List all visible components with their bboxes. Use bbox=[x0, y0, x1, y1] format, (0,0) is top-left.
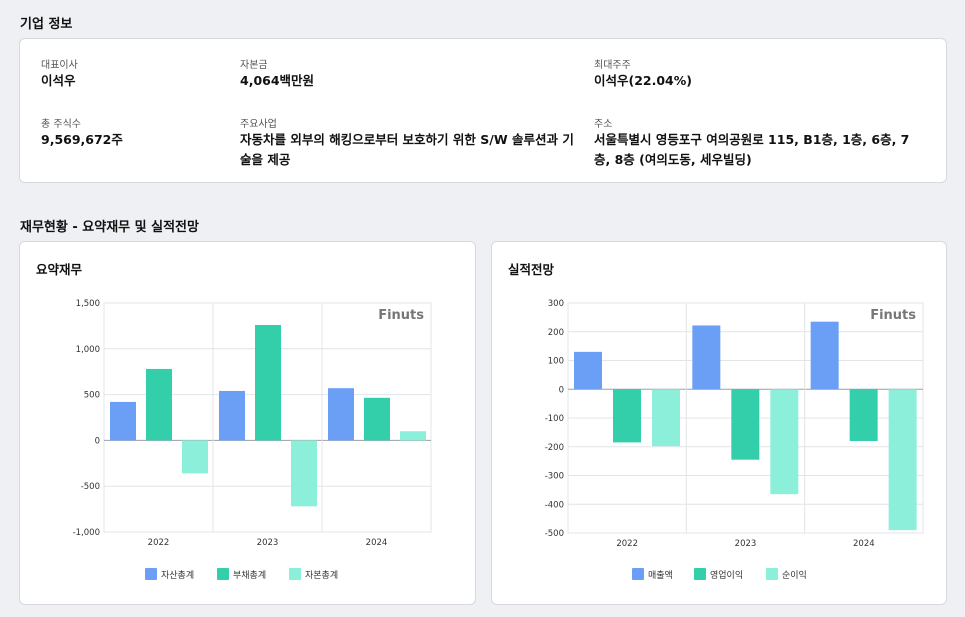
address-value: 서울특별시 영등포구 여의공원로 115, B1층, 1층, 6층, 7층, 8… bbox=[594, 132, 910, 167]
bar-2023-순이익 bbox=[770, 389, 799, 495]
bar-2024-영업이익 bbox=[849, 389, 878, 441]
address-label: 주소 bbox=[594, 119, 613, 130]
legend-label: 순이익 bbox=[782, 569, 807, 581]
legend-label: 부채총계 bbox=[233, 569, 266, 581]
bar-2022-자본총계 bbox=[182, 440, 208, 474]
total-shares-label: 총 주식수 bbox=[41, 119, 81, 130]
capital-value: 4,064백만원 bbox=[240, 73, 315, 88]
bar-2024-자산총계 bbox=[328, 388, 354, 441]
summary-finance-title: 요약재무 bbox=[36, 262, 83, 277]
main-business-value: 자동차를 외부의 해킹으로부터 보호하기 위한 S/W 솔루션과 기술을 제공 bbox=[240, 132, 574, 167]
bar-2022-자산총계 bbox=[110, 401, 136, 441]
forecast-card: 실적전망 300 200 100 0 -100 -200 -300 -400 -500 2022 2… bbox=[491, 241, 947, 605]
legend-label: 자산총계 bbox=[161, 569, 194, 581]
company-info-card: 대표이사 이석우 자본금 4,064백만원 최대주주 이석우(22.04%) 총… bbox=[19, 38, 947, 183]
bar-2022-매출액 bbox=[574, 351, 602, 390]
bar-2024-부채총계 bbox=[364, 397, 390, 441]
forecast-title: 실적전망 bbox=[508, 262, 555, 277]
x-tick-label: 2022 bbox=[616, 539, 638, 549]
y-tick-label: 0 bbox=[95, 436, 100, 446]
legend-label: 영업이익 bbox=[710, 569, 743, 581]
y-tick-label: -500 bbox=[81, 482, 100, 492]
legend-swatch bbox=[145, 568, 157, 580]
bar-2023-매출액 bbox=[692, 325, 721, 390]
bar-2023-자본총계 bbox=[291, 440, 317, 507]
legend-label: 자본총계 bbox=[305, 569, 338, 581]
finance-section-title: 재무현황 - 요약재무 및 실적전망 bbox=[20, 220, 199, 235]
y-tick-label: 100 bbox=[548, 357, 564, 367]
forecast-chart: 300 200 100 0 -100 -200 -300 -400 -500 2022 2023 20… bbox=[545, 299, 924, 581]
x-tick-label: 2023 bbox=[735, 539, 757, 549]
y-tick-label: -300 bbox=[545, 472, 564, 482]
bar-2022-부채총계 bbox=[146, 368, 172, 441]
legend-swatch bbox=[766, 568, 778, 580]
y-tick-label: 0 bbox=[559, 385, 564, 395]
major-shareholder-value: 이석우(22.04%) bbox=[594, 73, 692, 88]
x-tick-label: 2024 bbox=[366, 538, 388, 548]
y-tick-label: 500 bbox=[84, 391, 100, 401]
y-tick-label: -200 bbox=[545, 443, 564, 453]
bar-2023-자산총계 bbox=[219, 390, 245, 441]
x-tick-label: 2024 bbox=[853, 539, 875, 549]
legend-swatch bbox=[217, 568, 229, 580]
bar-2023-영업이익 bbox=[731, 389, 760, 460]
y-tick-label: -1,000 bbox=[73, 528, 100, 538]
main-business-label: 주요사업 bbox=[240, 119, 277, 130]
bar-2022-영업이익 bbox=[613, 389, 641, 443]
y-tick-label: 300 bbox=[548, 299, 564, 309]
ceo-label: 대표이사 bbox=[41, 60, 78, 71]
forecast-plot-group: 300 200 100 0 -100 -200 -300 -400 -500 2022 2023 20… bbox=[545, 299, 924, 549]
summary-finance-card: 요약재무 1,500 1,000 500 0 -500 -1,000 2022 2023 202… bbox=[19, 241, 476, 605]
y-tick-label: 1,000 bbox=[76, 345, 100, 355]
bar-2024-순이익 bbox=[888, 389, 917, 531]
major-shareholder-label: 최대주주 bbox=[594, 60, 631, 71]
legend-label: 매출액 bbox=[648, 569, 673, 581]
summary-finance-chart: 1,500 1,000 500 0 -500 -1,000 2022 2023 2024 Finu… bbox=[73, 299, 432, 581]
legend-swatch bbox=[694, 568, 706, 580]
company-section-title: 기업 정보 bbox=[20, 17, 73, 32]
y-tick-label: 1,500 bbox=[76, 299, 100, 309]
bar-2023-부채총계 bbox=[255, 324, 281, 441]
x-tick-label: 2022 bbox=[148, 538, 170, 548]
watermark: Finuts bbox=[378, 308, 424, 323]
y-tick-label: -100 bbox=[545, 414, 564, 424]
y-tick-label: -400 bbox=[545, 500, 564, 510]
legend-swatch bbox=[632, 568, 644, 580]
bar-2024-매출액 bbox=[810, 321, 839, 390]
y-tick-label: 200 bbox=[548, 328, 564, 338]
x-tick-label: 2023 bbox=[257, 538, 279, 548]
bar-2024-자본총계 bbox=[400, 431, 426, 441]
watermark: Finuts bbox=[870, 308, 916, 323]
legend-swatch bbox=[289, 568, 301, 580]
ceo-value: 이석우 bbox=[41, 73, 76, 88]
bar-2022-순이익 bbox=[652, 389, 680, 447]
y-tick-label: -500 bbox=[545, 529, 564, 539]
total-shares-value: 9,569,672주 bbox=[41, 132, 123, 147]
capital-label: 자본금 bbox=[240, 60, 268, 71]
